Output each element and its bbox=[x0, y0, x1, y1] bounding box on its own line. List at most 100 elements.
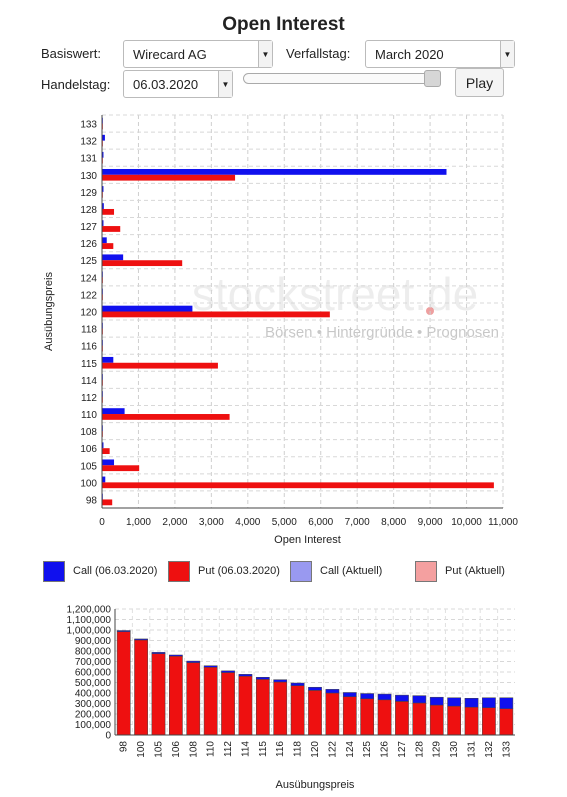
bar-call-132 bbox=[102, 134, 105, 141]
date-slider-handle[interactable] bbox=[424, 70, 441, 87]
verfallstag-value: March 2020 bbox=[375, 47, 444, 62]
bar-put-131 bbox=[464, 706, 479, 736]
bar-put-133 bbox=[499, 708, 514, 736]
x-tick-label: 4,000 bbox=[235, 517, 260, 528]
y-tick-label: 131 bbox=[80, 154, 97, 165]
bar-put-124 bbox=[342, 696, 357, 736]
bar-call-106 bbox=[169, 654, 183, 657]
date-slider[interactable] bbox=[243, 73, 441, 84]
bar-call-100 bbox=[102, 476, 106, 483]
bar-call-125 bbox=[102, 254, 124, 261]
y-tick-label: 120 bbox=[80, 308, 97, 319]
bar-put-105 bbox=[151, 653, 166, 736]
handelstag-value: 06.03.2020 bbox=[133, 77, 199, 92]
x-tick-label: 115 bbox=[258, 741, 269, 757]
y-tick-label: 400,000 bbox=[75, 689, 112, 700]
x-tick-label: 127 bbox=[397, 741, 408, 758]
bar-put-127 bbox=[102, 226, 121, 232]
y-tick-label: 200,000 bbox=[75, 710, 112, 721]
bar-put-105 bbox=[102, 465, 140, 472]
page-title: Open Interest bbox=[222, 14, 345, 35]
bar-call-129 bbox=[102, 186, 104, 192]
x-tick-label: 120 bbox=[310, 741, 321, 758]
x-tick-label: 6,000 bbox=[308, 517, 333, 528]
bar-call-100 bbox=[134, 638, 148, 641]
x-tick-label: 11,000 bbox=[488, 517, 518, 528]
watermark-subtext: Börsen • Hintergründe • Prognosen bbox=[265, 324, 499, 341]
x-tick-label: 10,000 bbox=[451, 517, 482, 528]
bar-put-125 bbox=[360, 698, 375, 736]
verfallstag-select[interactable]: March 2020 ▼ bbox=[365, 40, 515, 68]
bar-put-114 bbox=[238, 675, 253, 736]
bar-put-118 bbox=[290, 685, 305, 736]
bar-call-115 bbox=[102, 356, 114, 363]
bar-put-126 bbox=[102, 243, 114, 249]
x-axis-title: Ausübungspreis bbox=[276, 779, 355, 791]
total-open-interest-chart: 0100,000200,000300,000400,000500,000600,… bbox=[67, 605, 515, 791]
play-button[interactable]: Play bbox=[455, 68, 504, 97]
legend-swatch bbox=[43, 561, 65, 582]
x-tick-label: 122 bbox=[327, 741, 338, 758]
bar-put-132 bbox=[482, 707, 496, 736]
bar-call-120 bbox=[102, 305, 193, 312]
y-tick-label: 124 bbox=[80, 273, 97, 284]
bar-call-120 bbox=[308, 686, 322, 691]
y-tick-label: 1,200,000 bbox=[67, 605, 112, 616]
bar-put-110 bbox=[102, 414, 230, 420]
bar-call-126 bbox=[377, 693, 392, 701]
legend-label: Put (Aktuell) bbox=[445, 565, 505, 577]
y-tick-label: 300,000 bbox=[75, 699, 112, 710]
x-tick-label: 110 bbox=[206, 741, 217, 757]
bar-put-126 bbox=[377, 699, 392, 736]
x-tick-label: 0 bbox=[99, 517, 105, 528]
bar-call-105 bbox=[151, 652, 166, 654]
bar-put-106 bbox=[102, 448, 110, 455]
y-tick-label: 128 bbox=[80, 205, 97, 216]
bar-put-116 bbox=[273, 681, 288, 736]
handelstag-select[interactable]: 06.03.2020 ▼ bbox=[123, 70, 233, 98]
bar-call-114 bbox=[238, 674, 253, 677]
bar-call-118 bbox=[290, 682, 305, 686]
y-tick-label: 800,000 bbox=[75, 647, 112, 658]
bar-call-128 bbox=[412, 695, 427, 704]
bar-call-130 bbox=[447, 697, 461, 707]
bar-call-126 bbox=[102, 237, 107, 244]
x-tick-label: 98 bbox=[119, 741, 130, 753]
bar-call-115 bbox=[255, 677, 270, 680]
y-tick-label: 900,000 bbox=[75, 636, 112, 647]
bar-put-120 bbox=[308, 690, 322, 736]
y-tick-label: 115 bbox=[81, 359, 97, 370]
y-tick-label: 129 bbox=[80, 188, 97, 199]
chevron-down-icon: ▼ bbox=[258, 41, 272, 67]
bar-put-128 bbox=[102, 208, 115, 215]
x-tick-label: 100 bbox=[136, 741, 147, 758]
basiswert-select[interactable]: Wirecard AG ▼ bbox=[123, 40, 273, 68]
x-tick-label: 133 bbox=[501, 741, 512, 758]
x-tick-label: 118 bbox=[293, 741, 304, 757]
bar-call-106 bbox=[102, 442, 104, 449]
bar-call-122 bbox=[325, 689, 340, 694]
y-tick-label: 0 bbox=[105, 731, 111, 742]
y-tick-label: 125 bbox=[80, 256, 97, 267]
handelstag-label: Handelstag: bbox=[41, 77, 111, 92]
bar-put-110 bbox=[203, 667, 218, 736]
y-tick-label: 122 bbox=[80, 290, 97, 301]
bar-put-125 bbox=[102, 260, 183, 267]
x-tick-label: 8,000 bbox=[381, 517, 406, 528]
bar-call-124 bbox=[342, 692, 357, 697]
x-tick-label: 5,000 bbox=[272, 517, 297, 528]
basiswert-label: Basiswert: bbox=[41, 46, 101, 61]
y-tick-label: 133 bbox=[80, 120, 97, 131]
bar-call-132 bbox=[482, 697, 496, 708]
bar-call-127 bbox=[102, 220, 104, 227]
legend-swatch bbox=[290, 561, 312, 582]
bar-call-125 bbox=[360, 693, 375, 700]
x-tick-label: 116 bbox=[275, 741, 286, 757]
x-tick-label: 106 bbox=[171, 741, 182, 758]
legend-label: Put (06.03.2020) bbox=[198, 565, 280, 577]
x-tick-label: 131 bbox=[467, 741, 478, 758]
bar-call-127 bbox=[395, 694, 409, 702]
bar-put-112 bbox=[221, 672, 235, 736]
y-tick-label: 500,000 bbox=[75, 678, 112, 689]
